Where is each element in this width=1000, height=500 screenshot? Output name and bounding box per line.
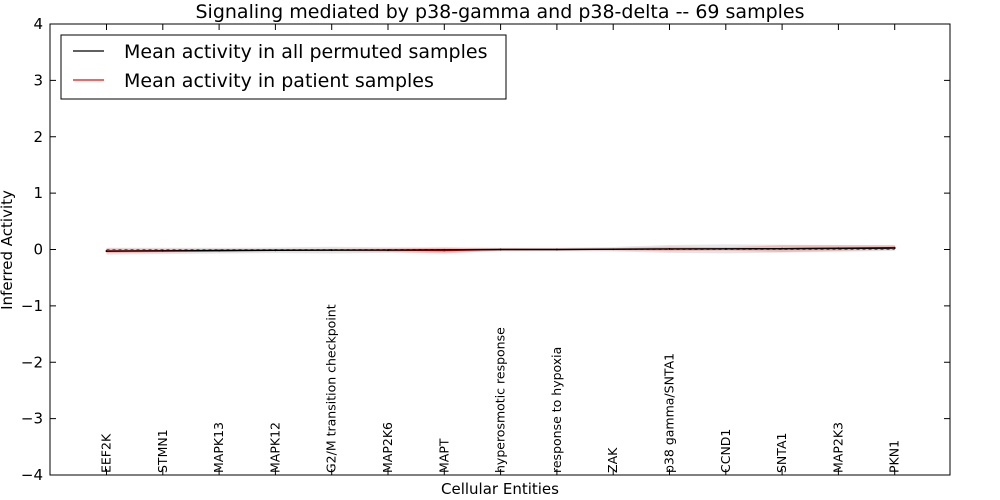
data-point-series-0: [612, 248, 615, 251]
data-point-series-0: [161, 250, 164, 252]
data-point-series-0: [218, 249, 221, 252]
y-tick-label: 4: [33, 15, 43, 33]
chart-title: Signaling mediated by p38-gamma and p38-…: [195, 1, 804, 23]
y-tick-label: 0: [33, 241, 43, 259]
data-point-series-0: [556, 248, 558, 251]
y-axis: 4 3 2 1 0 −1 −2 −3 −4: [21, 15, 950, 484]
data-point-series-0: [105, 250, 108, 253]
data-point-series-0: [668, 248, 671, 250]
x-category-label: CCND1: [718, 429, 733, 473]
x-category-label: MAPK13: [211, 422, 226, 473]
x-category-label: ZAK: [605, 447, 620, 473]
data-point-series-0: [837, 247, 840, 250]
x-category-label: STMN1: [155, 429, 170, 473]
data-point-series-0: [274, 249, 277, 252]
y-tick-label: 2: [33, 128, 43, 146]
x-category-label: PKN1: [887, 440, 902, 473]
series-lines: [105, 246, 896, 253]
y-tick-label: −1: [21, 297, 43, 315]
x-category-label: response to hypoxia: [549, 347, 564, 473]
x-category-label: p38 gamma/SNTA1: [662, 353, 677, 473]
x-category-label: MAPK12: [267, 422, 282, 473]
y-tick-label: −3: [21, 410, 43, 428]
y-tick-label: 3: [33, 71, 43, 89]
x-category-label: EEF2K: [99, 433, 114, 473]
legend-box: [60, 34, 507, 100]
data-point-series-0: [499, 248, 502, 251]
x-axis-label: Cellular Entities: [441, 480, 559, 498]
data-point-series-0: [724, 247, 727, 250]
data-point-series-0: [443, 248, 446, 251]
y-tick-label: −4: [21, 466, 43, 484]
x-category-label: MAP2K3: [830, 422, 845, 473]
x-category-label: G2/M transition checkpoint: [324, 304, 339, 473]
x-axis: EEF2K STMN1 MAPK13 MAPK12 G2/M transition ch…: [99, 24, 902, 475]
y-tick-label: 1: [33, 184, 43, 202]
data-point-series-0: [781, 247, 783, 250]
legend: Mean activity in all permuted samples Me…: [60, 34, 507, 100]
x-category-label: hyperosmotic response: [493, 327, 508, 473]
data-point-series-0: [387, 249, 389, 251]
data-point-series-0: [893, 247, 896, 249]
legend-label-patient: Mean activity in patient samples: [124, 70, 434, 92]
x-category-label: MAPT: [436, 438, 451, 473]
x-category-label: SNTA1: [774, 433, 789, 473]
x-category-label: MAP2K6: [380, 422, 395, 473]
legend-label-permuted: Mean activity in all permuted samples: [124, 41, 487, 63]
y-axis-label: Inferred Activity: [0, 190, 16, 310]
y-tick-label: −2: [21, 353, 43, 371]
data-point-series-0: [330, 249, 333, 252]
